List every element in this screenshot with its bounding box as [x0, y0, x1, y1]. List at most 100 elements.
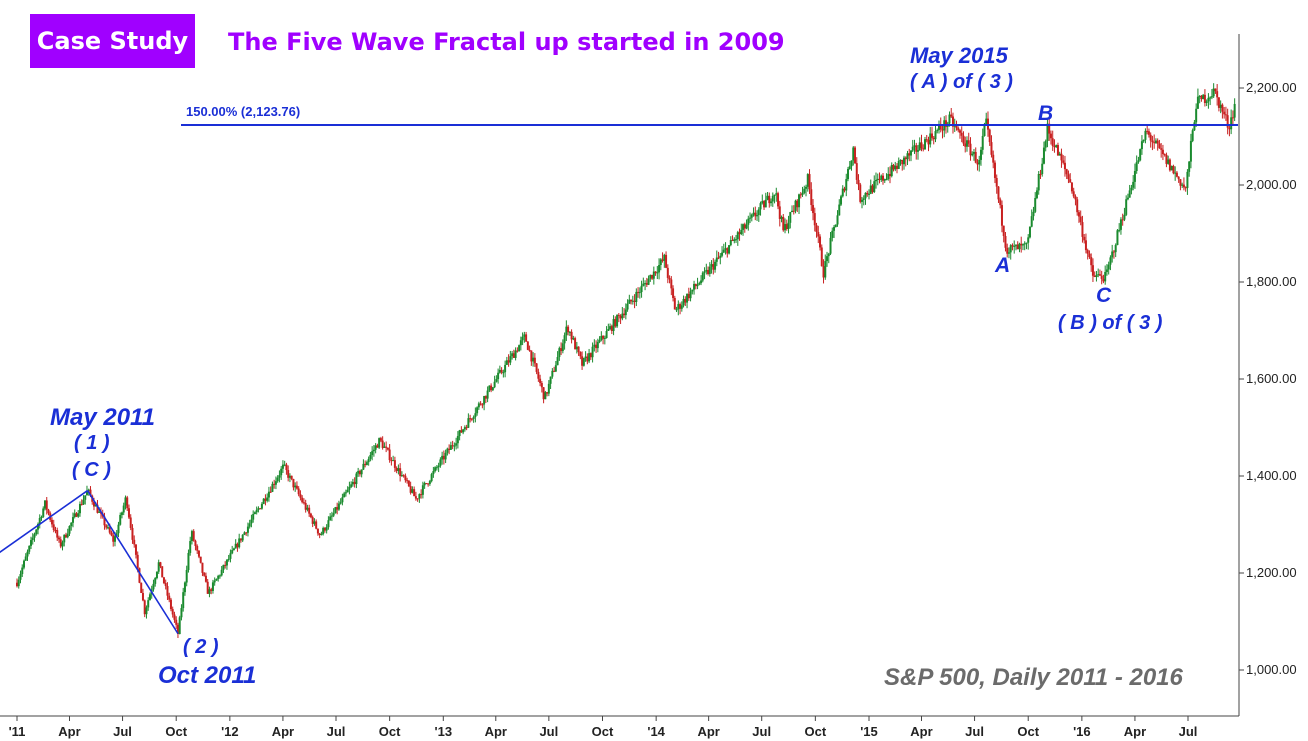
candle-body	[1174, 172, 1177, 174]
candle-body	[902, 157, 905, 165]
candle-body	[152, 583, 155, 590]
candle-body	[68, 526, 71, 534]
candle-body	[1090, 257, 1093, 266]
candle-body	[551, 370, 554, 377]
candle-body	[427, 483, 430, 485]
candle-body	[873, 181, 876, 192]
candle-body	[134, 544, 137, 555]
candle-body	[609, 326, 612, 330]
candle-body	[537, 371, 540, 379]
candle-body	[1058, 153, 1061, 156]
candle-body	[729, 240, 732, 246]
candle-body	[518, 345, 521, 352]
candle-body	[1144, 130, 1147, 140]
candle-body	[1125, 199, 1128, 215]
candle-body	[204, 575, 207, 582]
candle-body	[859, 184, 862, 202]
candle-body	[717, 257, 720, 259]
candle-body	[978, 159, 981, 165]
candle-body	[288, 475, 291, 478]
x-tick-label: Jul	[327, 724, 346, 739]
candle-body	[43, 500, 46, 509]
candle-body	[285, 464, 288, 471]
candle-body	[1023, 243, 1026, 245]
candle-body	[1111, 251, 1114, 258]
candle-body	[770, 201, 773, 204]
candle-body	[1102, 278, 1105, 282]
candle-body	[126, 497, 129, 509]
candle-body	[26, 551, 29, 557]
candle-body	[414, 496, 417, 499]
candle-body	[386, 447, 389, 450]
candle-series	[16, 83, 1236, 639]
candle-body	[582, 357, 585, 366]
candle-body	[52, 524, 55, 530]
candle-body	[407, 480, 410, 487]
candle-body	[1179, 179, 1182, 186]
candle-body	[731, 240, 734, 242]
candle-body	[115, 533, 118, 537]
candle-body	[390, 460, 393, 462]
candle-body	[1170, 165, 1173, 171]
candle-body	[904, 157, 907, 160]
candle-body	[1037, 174, 1040, 191]
candle-body	[1123, 214, 1126, 220]
candle-body	[1212, 88, 1215, 97]
candle-body	[320, 534, 323, 536]
candle-body	[633, 300, 636, 302]
candle-body	[1048, 123, 1051, 134]
candle-body	[1039, 174, 1042, 176]
candle-body	[861, 199, 864, 202]
candle-body	[225, 559, 228, 566]
candle-body	[995, 177, 998, 187]
candle-body	[166, 585, 169, 596]
candle-body	[918, 142, 921, 151]
candle-body	[229, 553, 232, 559]
candle-body	[944, 120, 947, 127]
candle-body	[1105, 269, 1108, 272]
label-wave-b: B	[1038, 102, 1054, 125]
candle-body	[834, 224, 837, 228]
x-tick-label: Apr	[485, 724, 507, 739]
candle-body	[916, 150, 919, 152]
label-wave-a: A	[995, 254, 1011, 277]
candle-body	[561, 343, 564, 352]
candle-body	[680, 305, 683, 309]
candle-body	[161, 566, 164, 578]
candle-body	[45, 500, 48, 510]
candle-body	[1097, 274, 1100, 276]
x-tick-label: '16	[1073, 724, 1091, 739]
candle-body	[953, 125, 956, 127]
candle-body	[1062, 160, 1065, 163]
candle-body	[1021, 244, 1024, 246]
candle-body	[502, 372, 505, 374]
candle-body	[234, 543, 237, 549]
candle-body	[848, 166, 851, 170]
candle-body	[262, 498, 265, 504]
candle-body	[971, 153, 974, 156]
candle-body	[404, 475, 407, 481]
candle-body	[911, 146, 914, 151]
wave-lines	[0, 489, 179, 635]
candle-body	[651, 274, 654, 279]
candle-body	[937, 125, 940, 130]
candle-body	[211, 582, 214, 591]
candle-body	[602, 335, 605, 339]
candle-body	[1114, 245, 1117, 253]
candle-body	[129, 517, 132, 528]
candle-body	[351, 481, 354, 485]
candle-body	[71, 517, 74, 523]
candle-body	[92, 501, 95, 507]
x-tick-label: Oct	[592, 724, 614, 739]
candle-body	[649, 274, 652, 279]
candle-body	[143, 600, 146, 615]
candle-body	[339, 502, 342, 504]
candle-body	[981, 135, 984, 150]
candle-body	[124, 497, 127, 506]
candle-body	[47, 509, 50, 514]
candle-body	[28, 545, 31, 552]
candle-body	[77, 513, 80, 517]
candle-body	[805, 186, 808, 189]
candle-body	[509, 356, 512, 363]
candle-body	[185, 569, 188, 583]
